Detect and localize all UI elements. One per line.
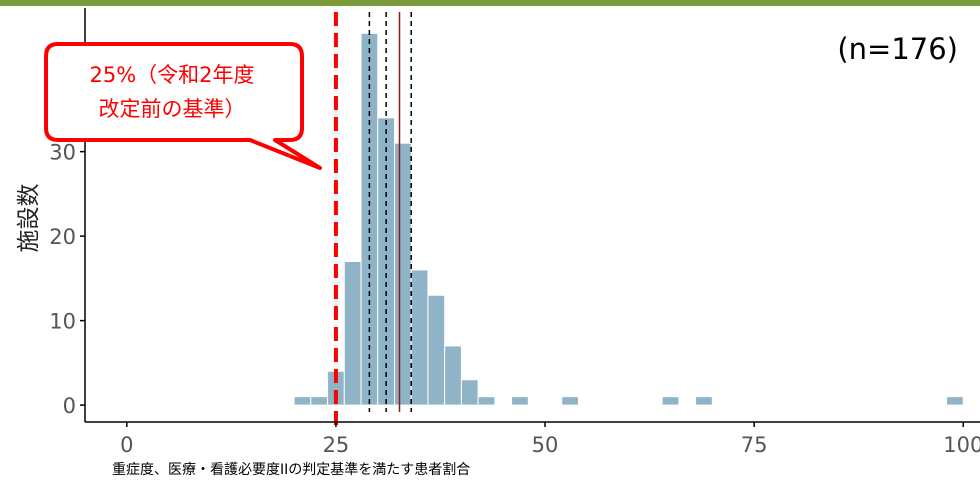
sample-size-label: (n=176) [837,32,958,66]
tick-labels: 0 10 20 30 0 25 50 75 100 [49,141,980,457]
histogram-bar-3 [343,260,362,406]
y-tick-label-0: 0 [63,394,76,418]
histogram-bar-7 [410,269,429,406]
histogram-bar-14 [661,396,680,406]
histogram-bar-6 [393,142,412,406]
histogram-bar-9 [444,345,462,406]
histogram-bar-1 [310,396,329,406]
x-tick-label-50: 50 [532,433,559,457]
threshold-callout: 25%（令和2年度 改定前の基準） [44,42,322,170]
reference-lines [333,12,412,427]
histogram-bar-12 [511,396,529,406]
histogram-bar-10 [460,379,479,406]
y-tick-label-20: 20 [49,225,76,249]
x-tick-label-25: 25 [323,433,350,457]
histogram-bar-8 [427,294,446,406]
callout-bubble [44,42,322,170]
histogram-bar-16 [946,396,964,406]
x-axis-label: 重症度、医療・看護必要度IIの判定基準を満たす患者割合 [112,461,470,478]
y-axis-label: 施設数 [16,184,42,253]
histogram-bar-11 [477,396,496,406]
histogram-bars [293,32,964,406]
y-tick-label-10: 10 [49,310,76,334]
top-green-band [0,0,980,6]
x-tick-label-75: 75 [741,433,768,457]
histogram-bar-13 [561,396,580,406]
x-tick-label-0: 0 [120,433,133,457]
x-tick-label-100: 100 [943,433,980,457]
histogram-bar-15 [695,396,713,406]
histogram-bar-0 [293,396,312,406]
callout-text-line-2: 改定前の基準） [99,97,246,121]
callout-text-line-1: 25%（令和2年度 [89,63,254,87]
y-tick-label-30: 30 [49,141,76,165]
